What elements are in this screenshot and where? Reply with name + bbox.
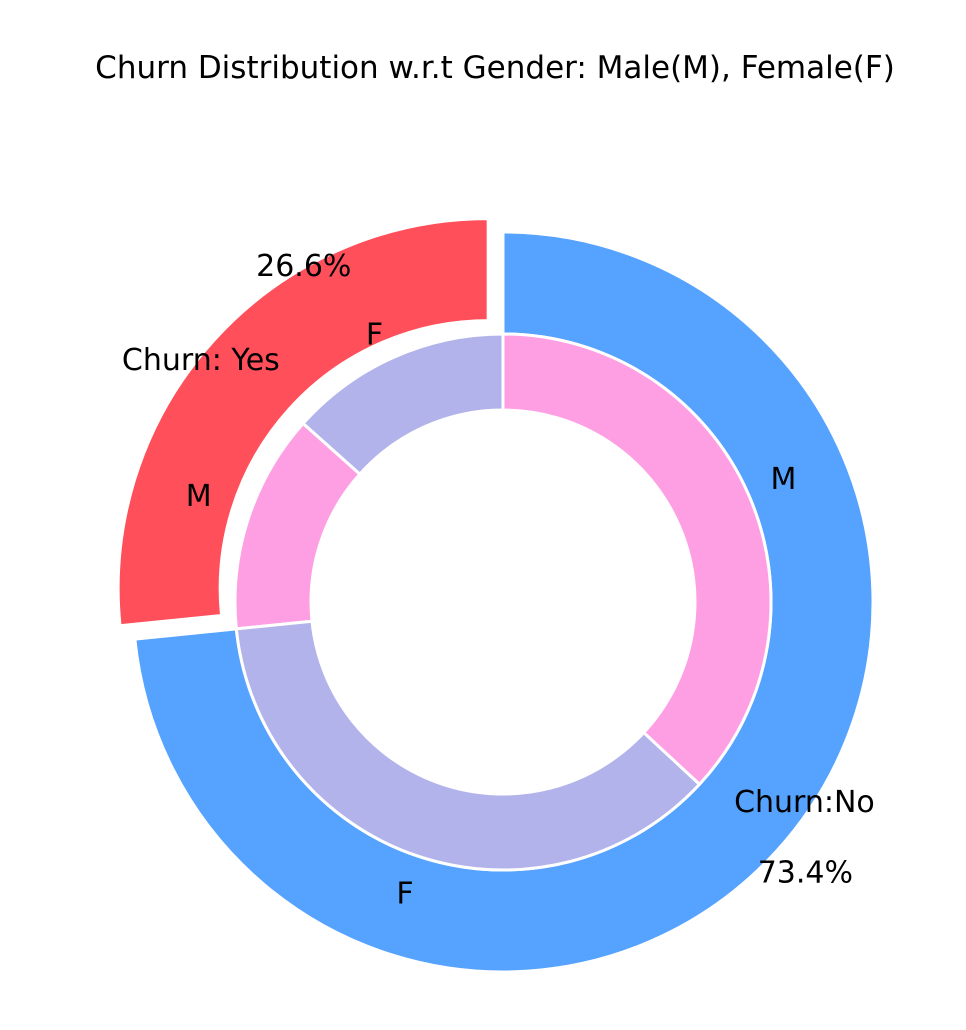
gender-label-4: F xyxy=(396,877,413,912)
gender-label-1: F xyxy=(366,317,383,352)
outer-slice-churn-yes xyxy=(116,217,490,628)
outer-pct-churn-yes: 26.6% xyxy=(256,249,351,284)
gender-label-3: M xyxy=(771,462,797,497)
inner-slice-no-m xyxy=(501,332,773,787)
inner-slice-no-f xyxy=(234,619,702,872)
inner-ring xyxy=(233,332,773,872)
chart-labels: Churn: Yes 26.6% Churn:No 73.4% F M M F xyxy=(122,249,875,911)
gender-label-2: M xyxy=(186,479,212,514)
outer-label-churn-yes: Churn: Yes xyxy=(122,343,280,378)
outer-pct-churn-no: 73.4% xyxy=(758,855,853,890)
chart-title: Churn Distribution w.r.t Gender: Male(M)… xyxy=(95,50,895,86)
outer-label-churn-no: Churn:No xyxy=(734,785,875,820)
